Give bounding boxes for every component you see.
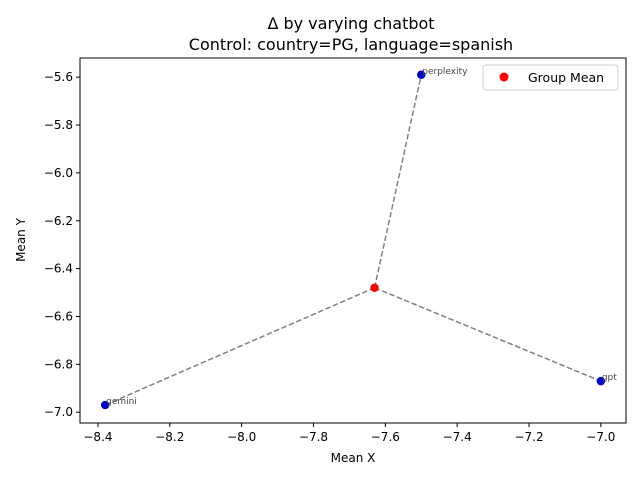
data-point [596, 376, 606, 386]
y-tick-label: −5.6 [44, 70, 73, 84]
data-point [417, 70, 426, 79]
x-axis-label: Mean X [331, 451, 376, 465]
connector-line [373, 74, 422, 288]
x-tick-label: −7.8 [299, 430, 328, 444]
y-tick-label: −6.2 [44, 214, 73, 228]
y-tick-label: −6.0 [44, 166, 73, 180]
y-axis: −5.6 −5.8 −6.0 −6.2 −6.4 −6.6 −6.8 −7.0 [44, 70, 80, 419]
axes-frame [79, 57, 627, 424]
x-tick-label: −8.2 [155, 430, 184, 444]
legend: Group Mean [482, 64, 619, 91]
y-tick-label: −6.8 [44, 357, 73, 371]
point-label: gemini [106, 397, 137, 407]
legend-label: Group Mean [528, 70, 604, 85]
chart-title-line2: Control: country=PG, language=spanish [189, 35, 513, 54]
x-tick-label: −7.0 [586, 430, 615, 444]
x-tick-label: −7.6 [371, 430, 400, 444]
x-tick-label: −8.4 [83, 430, 112, 444]
point-label: perplexity [422, 67, 468, 77]
legend-marker-group-mean [499, 72, 509, 82]
connector-line [104, 287, 375, 406]
data-point [100, 400, 110, 410]
x-tick-label: −8.0 [227, 430, 256, 444]
y-tick-label: −5.8 [44, 118, 73, 132]
y-tick-label: −6.4 [44, 262, 73, 276]
x-tick-label: −7.2 [514, 430, 543, 444]
y-tick-label: −6.6 [44, 309, 73, 323]
x-tick-label: −7.4 [443, 430, 472, 444]
plot-area: perplexity gpt gemini [100, 67, 617, 410]
x-axis: −8.4 −8.2 −8.0 −7.8 −7.6 −7.4 −7.2 −7.0 [83, 423, 615, 444]
y-axis-label: Mean Y [14, 217, 28, 262]
legend-box [482, 64, 619, 91]
connector-line [374, 287, 602, 382]
point-label: gpt [602, 373, 617, 383]
chart-title-line1: Δ by varying chatbot [267, 14, 434, 33]
group-mean-point [370, 283, 379, 292]
y-tick-label: −7.0 [44, 405, 73, 419]
